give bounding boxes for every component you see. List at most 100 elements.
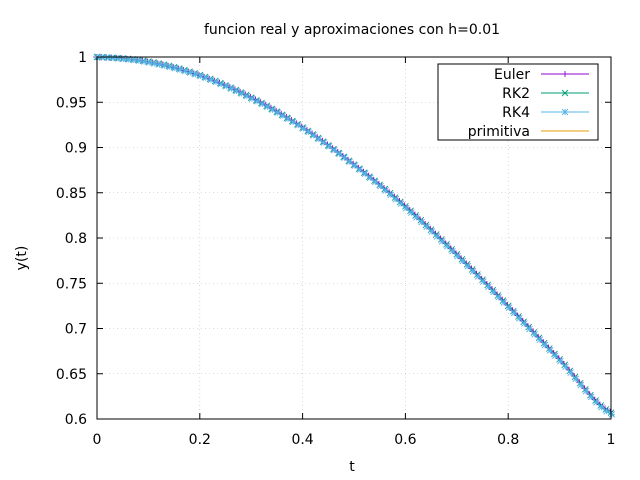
marker-rk4 (495, 293, 503, 301)
marker-rk4 (454, 252, 461, 260)
marker-rk4 (336, 150, 343, 158)
marker-rk4 (341, 154, 348, 162)
x-tick-label: 0 (93, 432, 102, 448)
marker-rk4 (372, 178, 379, 186)
marker-rk4 (145, 59, 153, 66)
y-tick-label: 0.95 (56, 95, 87, 111)
x-tick-label: 0.4 (291, 432, 313, 448)
marker-rk4 (500, 299, 508, 306)
marker-rk4 (222, 82, 230, 90)
marker-rk4 (104, 54, 112, 61)
x-axis-label: t (349, 459, 355, 475)
y-axis-label: y(t) (14, 246, 30, 271)
marker-rk4 (526, 325, 533, 333)
marker-rk2 (381, 185, 389, 193)
marker-rk4 (171, 64, 179, 72)
marker-rk4 (377, 182, 384, 190)
marker-rk4 (397, 200, 405, 207)
marker-rk4 (562, 363, 569, 370)
marker-rk4 (551, 352, 559, 360)
y-tick-label: 0.8 (65, 231, 87, 247)
marker-rk4 (531, 330, 539, 338)
y-tick-label: 0.75 (56, 276, 87, 292)
marker-rk4 (449, 247, 456, 255)
marker-rk4 (485, 283, 492, 291)
marker-rk4 (361, 170, 369, 177)
y-tick-label: 1 (78, 50, 87, 66)
y-tick-label: 0.7 (65, 322, 87, 338)
marker-rk4 (444, 242, 451, 250)
marker-rk4 (587, 393, 595, 401)
x-tick-label: 0.2 (189, 432, 211, 448)
marker-rk4 (161, 62, 168, 69)
marker-rk4 (217, 80, 225, 88)
marker-rk4 (109, 54, 117, 62)
marker-rk4 (284, 115, 292, 123)
legend: Euler RK2 RK4 primitiva (437, 63, 599, 141)
x-tick-label: 0.6 (394, 432, 416, 448)
marker-rk4 (140, 58, 148, 65)
marker-rk4 (197, 72, 204, 80)
marker-rk4 (382, 187, 389, 194)
marker-rk4 (598, 403, 605, 411)
marker-rk4 (505, 304, 513, 312)
legend-label-euler: Euler (494, 67, 530, 83)
marker-rk4 (181, 67, 189, 75)
marker-rk4 (115, 55, 122, 62)
legend-marker-euler (562, 71, 568, 77)
marker-rk4 (264, 103, 271, 111)
marker-rk4 (238, 90, 246, 97)
marker-rk4 (582, 387, 590, 395)
marker-rk4 (202, 74, 210, 82)
marker-rk4 (366, 174, 374, 182)
marker-rk4 (557, 357, 564, 365)
marker-rk4 (490, 288, 497, 296)
marker-rk4 (156, 61, 163, 68)
marker-rk4 (510, 309, 518, 317)
marker-rk4 (166, 63, 174, 71)
axis-ticks: 0 0.2 0.4 0.6 0.8 1 0.6 0.65 0.7 0.75 0.8 0.85 0.9 0.… (56, 50, 616, 448)
marker-rk4 (289, 118, 297, 126)
marker-rk4 (546, 347, 554, 354)
marker-rk4 (356, 166, 364, 173)
legend-label-rk4: RK4 (502, 105, 530, 121)
y-tick-label: 0.9 (65, 141, 87, 157)
marker-rk4 (228, 85, 235, 92)
marker-rk4 (387, 191, 395, 199)
marker-rk4 (536, 336, 544, 343)
marker-rk4 (567, 369, 574, 376)
marker-rk4 (572, 375, 580, 383)
y-tick-label: 0.6 (65, 412, 87, 428)
marker-rk4 (541, 341, 549, 349)
marker-rk4 (325, 142, 333, 150)
marker-rk4 (392, 195, 400, 203)
marker-rk4 (433, 233, 441, 240)
marker-rk4 (212, 78, 220, 86)
marker-rk4 (521, 320, 528, 327)
chart-title: funcion real y aproximaciones con h=0.01 (204, 22, 500, 38)
marker-rk4 (269, 106, 276, 114)
y-tick-label: 0.65 (56, 367, 87, 383)
marker-rk4 (300, 125, 307, 132)
marker-rk4 (207, 76, 215, 84)
marker-rk4 (474, 273, 482, 280)
marker-rk4 (603, 407, 610, 415)
marker-rk4 (320, 139, 328, 146)
marker-rk4 (351, 162, 359, 169)
marker-rk4 (310, 132, 317, 139)
legend-label-rk2: RK2 (502, 86, 530, 102)
marker-rk4 (608, 411, 616, 418)
legend-marker-rk2 (561, 89, 569, 97)
marker-rk4 (330, 146, 338, 154)
marker-rk4 (315, 135, 323, 143)
marker-rk4 (479, 278, 487, 285)
marker-rk4 (459, 257, 467, 265)
legend-label-primitiva: primitiva (468, 124, 530, 140)
marker-rk4 (274, 109, 282, 116)
marker-rk4 (233, 87, 240, 95)
marker-rk4 (515, 314, 523, 322)
marker-rk4 (187, 69, 194, 76)
marker-rk4 (151, 60, 158, 67)
marker-rk4 (438, 237, 446, 245)
